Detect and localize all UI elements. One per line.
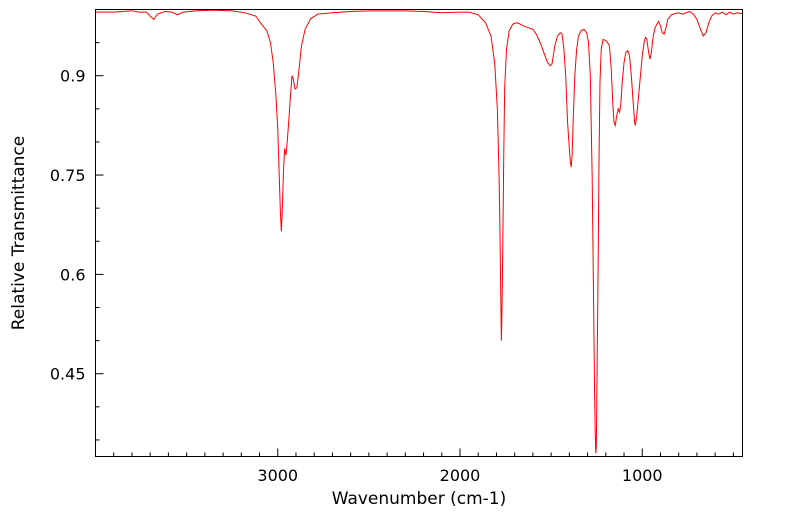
x-tick-label: 1000 [622, 466, 663, 485]
x-tick-label: 2000 [440, 466, 481, 485]
y-axis-label: Relative Transmittance [9, 136, 29, 331]
y-tick-label: 0.75 [50, 166, 86, 185]
y-tick-label: 0.9 [60, 67, 85, 86]
y-tick-label: 0.6 [60, 265, 85, 284]
y-tick-label: 0.45 [50, 365, 86, 384]
series-line [95, 9, 743, 454]
x-tick-label: 3000 [257, 466, 298, 485]
plot-frame [95, 9, 743, 457]
axis-ticks [95, 9, 734, 457]
tick-labels: 3000 2000 1000 0.45 0.6 0.75 0.9 [50, 67, 663, 485]
x-axis-label: Wavenumber (cm-1) [332, 489, 507, 509]
